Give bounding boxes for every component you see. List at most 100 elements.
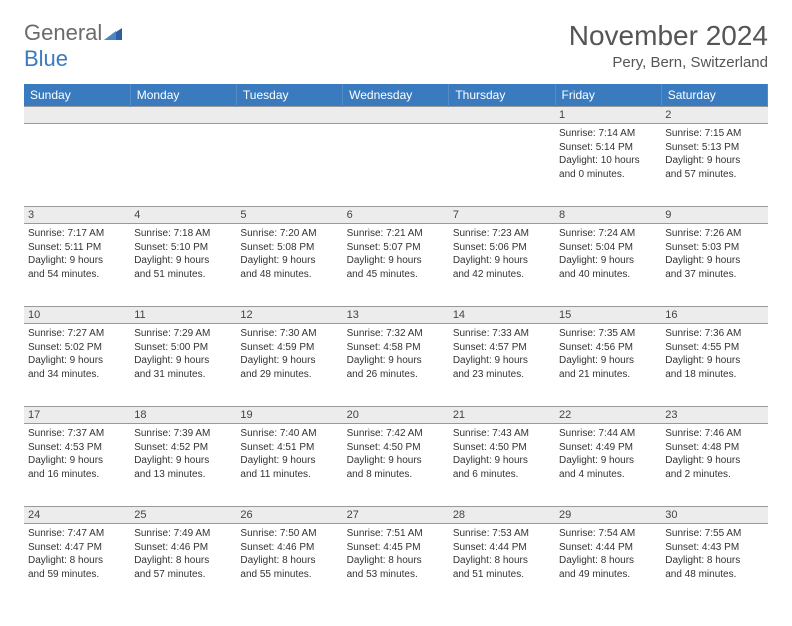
day-number-cell: 19 <box>236 407 342 424</box>
sunrise-text: Sunrise: 7:42 AM <box>347 427 445 441</box>
daylight-text: and 34 minutes. <box>28 368 126 382</box>
day-number-cell: 22 <box>555 407 661 424</box>
daylight-text: and 49 minutes. <box>559 568 657 582</box>
day-cell-body: Sunrise: 7:50 AMSunset: 4:46 PMDaylight:… <box>236 524 342 585</box>
sunset-text: Sunset: 4:53 PM <box>28 441 126 455</box>
sunrise-text: Sunrise: 7:50 AM <box>240 527 338 541</box>
day-cell-body: Sunrise: 7:23 AMSunset: 5:06 PMDaylight:… <box>449 224 555 285</box>
day-cell-body: Sunrise: 7:47 AMSunset: 4:47 PMDaylight:… <box>24 524 130 585</box>
day-number-cell: 9 <box>661 207 767 224</box>
logo-triangle-icon <box>104 20 122 46</box>
day-cell-body: Sunrise: 7:18 AMSunset: 5:10 PMDaylight:… <box>130 224 236 285</box>
sunset-text: Sunset: 4:47 PM <box>28 541 126 555</box>
day-number-cell: 21 <box>449 407 555 424</box>
daylight-text: Daylight: 8 hours <box>453 554 551 568</box>
day-cell-body: Sunrise: 7:55 AMSunset: 4:43 PMDaylight:… <box>661 524 767 585</box>
day-number-cell: 16 <box>661 307 767 324</box>
day-content-row: Sunrise: 7:37 AMSunset: 4:53 PMDaylight:… <box>24 424 768 507</box>
daylight-text: and 48 minutes. <box>240 268 338 282</box>
sunset-text: Sunset: 4:44 PM <box>453 541 551 555</box>
day-number-cell: 1 <box>555 107 661 124</box>
sunset-text: Sunset: 4:43 PM <box>665 541 763 555</box>
day-cell-body: Sunrise: 7:32 AMSunset: 4:58 PMDaylight:… <box>343 324 449 385</box>
sunrise-text: Sunrise: 7:39 AM <box>134 427 232 441</box>
daylight-text: Daylight: 9 hours <box>453 454 551 468</box>
day-cell-body: Sunrise: 7:21 AMSunset: 5:07 PMDaylight:… <box>343 224 449 285</box>
day-cell <box>449 124 555 207</box>
day-number-cell: 18 <box>130 407 236 424</box>
day-cell: Sunrise: 7:14 AMSunset: 5:14 PMDaylight:… <box>555 124 661 207</box>
day-cell: Sunrise: 7:44 AMSunset: 4:49 PMDaylight:… <box>555 424 661 507</box>
day-cell-body: Sunrise: 7:51 AMSunset: 4:45 PMDaylight:… <box>343 524 449 585</box>
daylight-text: Daylight: 9 hours <box>559 454 657 468</box>
day-number-cell: 25 <box>130 507 236 524</box>
day-number-cell: 7 <box>449 207 555 224</box>
daylight-text: and 51 minutes. <box>134 268 232 282</box>
sunset-text: Sunset: 5:03 PM <box>665 241 763 255</box>
daylight-text: Daylight: 9 hours <box>347 354 445 368</box>
weekday-header: Thursday <box>449 84 555 107</box>
sunset-text: Sunset: 5:11 PM <box>28 241 126 255</box>
weekday-header: Saturday <box>661 84 767 107</box>
day-number-cell <box>449 107 555 124</box>
day-cell-body: Sunrise: 7:43 AMSunset: 4:50 PMDaylight:… <box>449 424 555 485</box>
daylight-text: and 53 minutes. <box>347 568 445 582</box>
day-number-cell: 6 <box>343 207 449 224</box>
sunrise-text: Sunrise: 7:24 AM <box>559 227 657 241</box>
day-number-cell: 3 <box>24 207 130 224</box>
day-cell: Sunrise: 7:17 AMSunset: 5:11 PMDaylight:… <box>24 224 130 307</box>
day-cell: Sunrise: 7:23 AMSunset: 5:06 PMDaylight:… <box>449 224 555 307</box>
header: General Blue November 2024 Pery, Bern, S… <box>24 20 768 72</box>
daylight-text: and 18 minutes. <box>665 368 763 382</box>
logo: General Blue <box>24 20 122 72</box>
sunrise-text: Sunrise: 7:40 AM <box>240 427 338 441</box>
day-cell-body: Sunrise: 7:37 AMSunset: 4:53 PMDaylight:… <box>24 424 130 485</box>
daylight-text: and 13 minutes. <box>134 468 232 482</box>
sunset-text: Sunset: 5:04 PM <box>559 241 657 255</box>
daylight-text: Daylight: 8 hours <box>134 554 232 568</box>
sunrise-text: Sunrise: 7:46 AM <box>665 427 763 441</box>
day-number-cell <box>24 107 130 124</box>
day-number-cell: 8 <box>555 207 661 224</box>
day-cell: Sunrise: 7:42 AMSunset: 4:50 PMDaylight:… <box>343 424 449 507</box>
sunrise-text: Sunrise: 7:55 AM <box>665 527 763 541</box>
sunrise-text: Sunrise: 7:35 AM <box>559 327 657 341</box>
sunrise-text: Sunrise: 7:44 AM <box>559 427 657 441</box>
day-cell-body: Sunrise: 7:17 AMSunset: 5:11 PMDaylight:… <box>24 224 130 285</box>
day-cell: Sunrise: 7:49 AMSunset: 4:46 PMDaylight:… <box>130 524 236 607</box>
day-cell: Sunrise: 7:27 AMSunset: 5:02 PMDaylight:… <box>24 324 130 407</box>
sunrise-text: Sunrise: 7:26 AM <box>665 227 763 241</box>
daylight-text: Daylight: 9 hours <box>134 254 232 268</box>
daylight-text: and 8 minutes. <box>347 468 445 482</box>
sunrise-text: Sunrise: 7:15 AM <box>665 127 763 141</box>
calendar-table: Sunday Monday Tuesday Wednesday Thursday… <box>24 84 768 606</box>
daylight-text: Daylight: 9 hours <box>240 454 338 468</box>
sunrise-text: Sunrise: 7:21 AM <box>347 227 445 241</box>
daylight-text: Daylight: 8 hours <box>347 554 445 568</box>
sunrise-text: Sunrise: 7:51 AM <box>347 527 445 541</box>
day-content-row: Sunrise: 7:47 AMSunset: 4:47 PMDaylight:… <box>24 524 768 607</box>
day-cell: Sunrise: 7:15 AMSunset: 5:13 PMDaylight:… <box>661 124 767 207</box>
daylight-text: and 6 minutes. <box>453 468 551 482</box>
sunset-text: Sunset: 4:45 PM <box>347 541 445 555</box>
day-number-cell: 15 <box>555 307 661 324</box>
daylight-text: and 11 minutes. <box>240 468 338 482</box>
day-cell: Sunrise: 7:53 AMSunset: 4:44 PMDaylight:… <box>449 524 555 607</box>
day-number-cell: 12 <box>236 307 342 324</box>
daylight-text: Daylight: 9 hours <box>665 354 763 368</box>
daylight-text: and 51 minutes. <box>453 568 551 582</box>
sunrise-text: Sunrise: 7:32 AM <box>347 327 445 341</box>
day-number-cell: 4 <box>130 207 236 224</box>
sunrise-text: Sunrise: 7:30 AM <box>240 327 338 341</box>
sunrise-text: Sunrise: 7:29 AM <box>134 327 232 341</box>
day-cell: Sunrise: 7:36 AMSunset: 4:55 PMDaylight:… <box>661 324 767 407</box>
day-cell-body: Sunrise: 7:24 AMSunset: 5:04 PMDaylight:… <box>555 224 661 285</box>
day-cell: Sunrise: 7:39 AMSunset: 4:52 PMDaylight:… <box>130 424 236 507</box>
weekday-header: Wednesday <box>343 84 449 107</box>
day-cell: Sunrise: 7:20 AMSunset: 5:08 PMDaylight:… <box>236 224 342 307</box>
sunset-text: Sunset: 4:58 PM <box>347 341 445 355</box>
day-cell-body: Sunrise: 7:29 AMSunset: 5:00 PMDaylight:… <box>130 324 236 385</box>
weekday-header: Sunday <box>24 84 130 107</box>
day-cell-body: Sunrise: 7:36 AMSunset: 4:55 PMDaylight:… <box>661 324 767 385</box>
day-cell: Sunrise: 7:24 AMSunset: 5:04 PMDaylight:… <box>555 224 661 307</box>
